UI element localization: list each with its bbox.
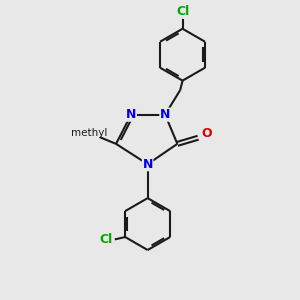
Text: N: N [142, 158, 153, 171]
Text: Cl: Cl [176, 5, 189, 18]
Text: N: N [126, 108, 136, 121]
Text: Cl: Cl [100, 233, 113, 246]
Text: N: N [160, 108, 170, 121]
Text: O: O [201, 127, 212, 140]
Text: methyl: methyl [71, 128, 108, 137]
